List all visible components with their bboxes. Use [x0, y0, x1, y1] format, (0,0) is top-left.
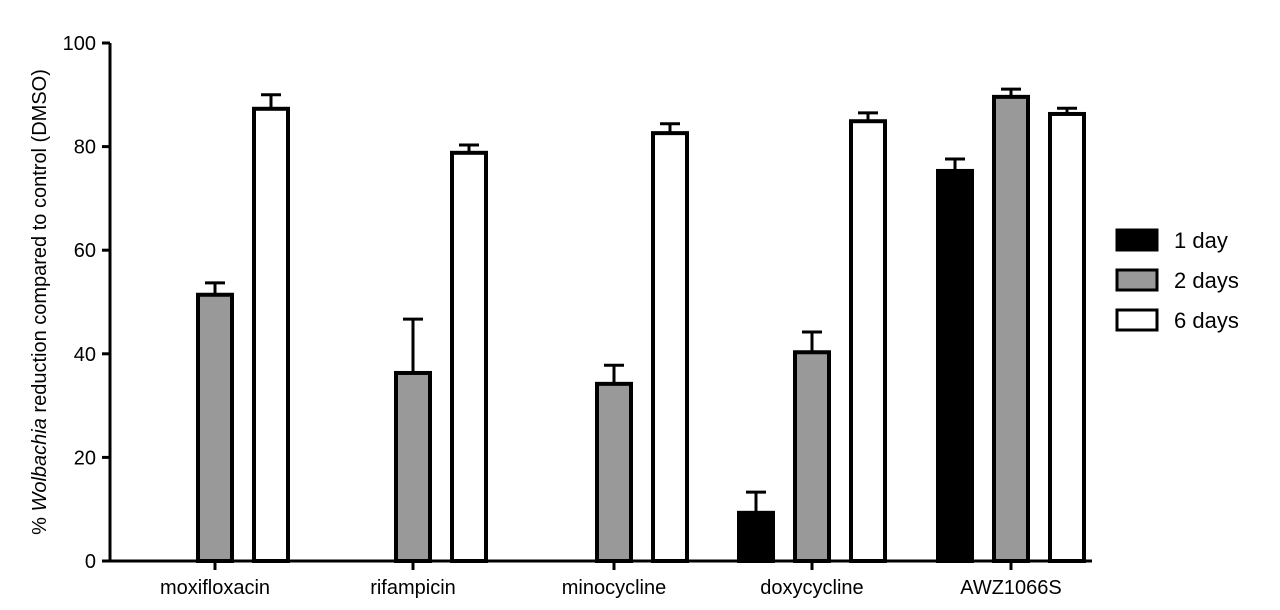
y-tick-label: 80 [74, 137, 96, 159]
x-tick-label: minocycline [562, 577, 666, 599]
bar-2-days [793, 350, 831, 563]
bar-6-days [849, 119, 887, 564]
x-tick-label: doxycycline [760, 577, 863, 599]
legend-swatch [1115, 308, 1159, 332]
legend-swatch [1115, 228, 1159, 252]
bar-6-days [252, 106, 290, 563]
bar-2-days [394, 370, 432, 563]
legend-label: 2 days [1174, 268, 1239, 293]
x-tick-label: AWZ1066S [960, 577, 1062, 599]
bar-2-days [595, 381, 633, 563]
bar-1-day [737, 510, 775, 563]
y-axis-label: % Wolbachia reduction compared to contro… [29, 69, 51, 535]
legend-label: 1 day [1174, 228, 1228, 253]
y-tick-label: 0 [85, 551, 96, 573]
x-tick-label: moxifloxacin [160, 577, 270, 599]
bar-6-days [651, 131, 689, 564]
x-tick-label: rifampicin [370, 577, 456, 599]
y-tick-label: 40 [74, 344, 96, 366]
bar-2-days [992, 94, 1030, 563]
bar-6-days [450, 150, 488, 563]
y-tick-label: 60 [74, 240, 96, 262]
legend-swatch [1115, 268, 1159, 292]
bar-2-days [196, 292, 234, 563]
legend-label: 6 days [1174, 308, 1239, 333]
bar-1-day [936, 168, 974, 563]
y-tick-label: 100 [63, 33, 96, 55]
y-label-italic: Wolbachia [29, 418, 51, 511]
bar-6-days [1048, 111, 1086, 563]
y-tick-label: 20 [74, 447, 96, 469]
y-label-prefix: % [29, 512, 51, 535]
y-label-suffix: reduction compared to control (DMSO) [29, 69, 51, 418]
